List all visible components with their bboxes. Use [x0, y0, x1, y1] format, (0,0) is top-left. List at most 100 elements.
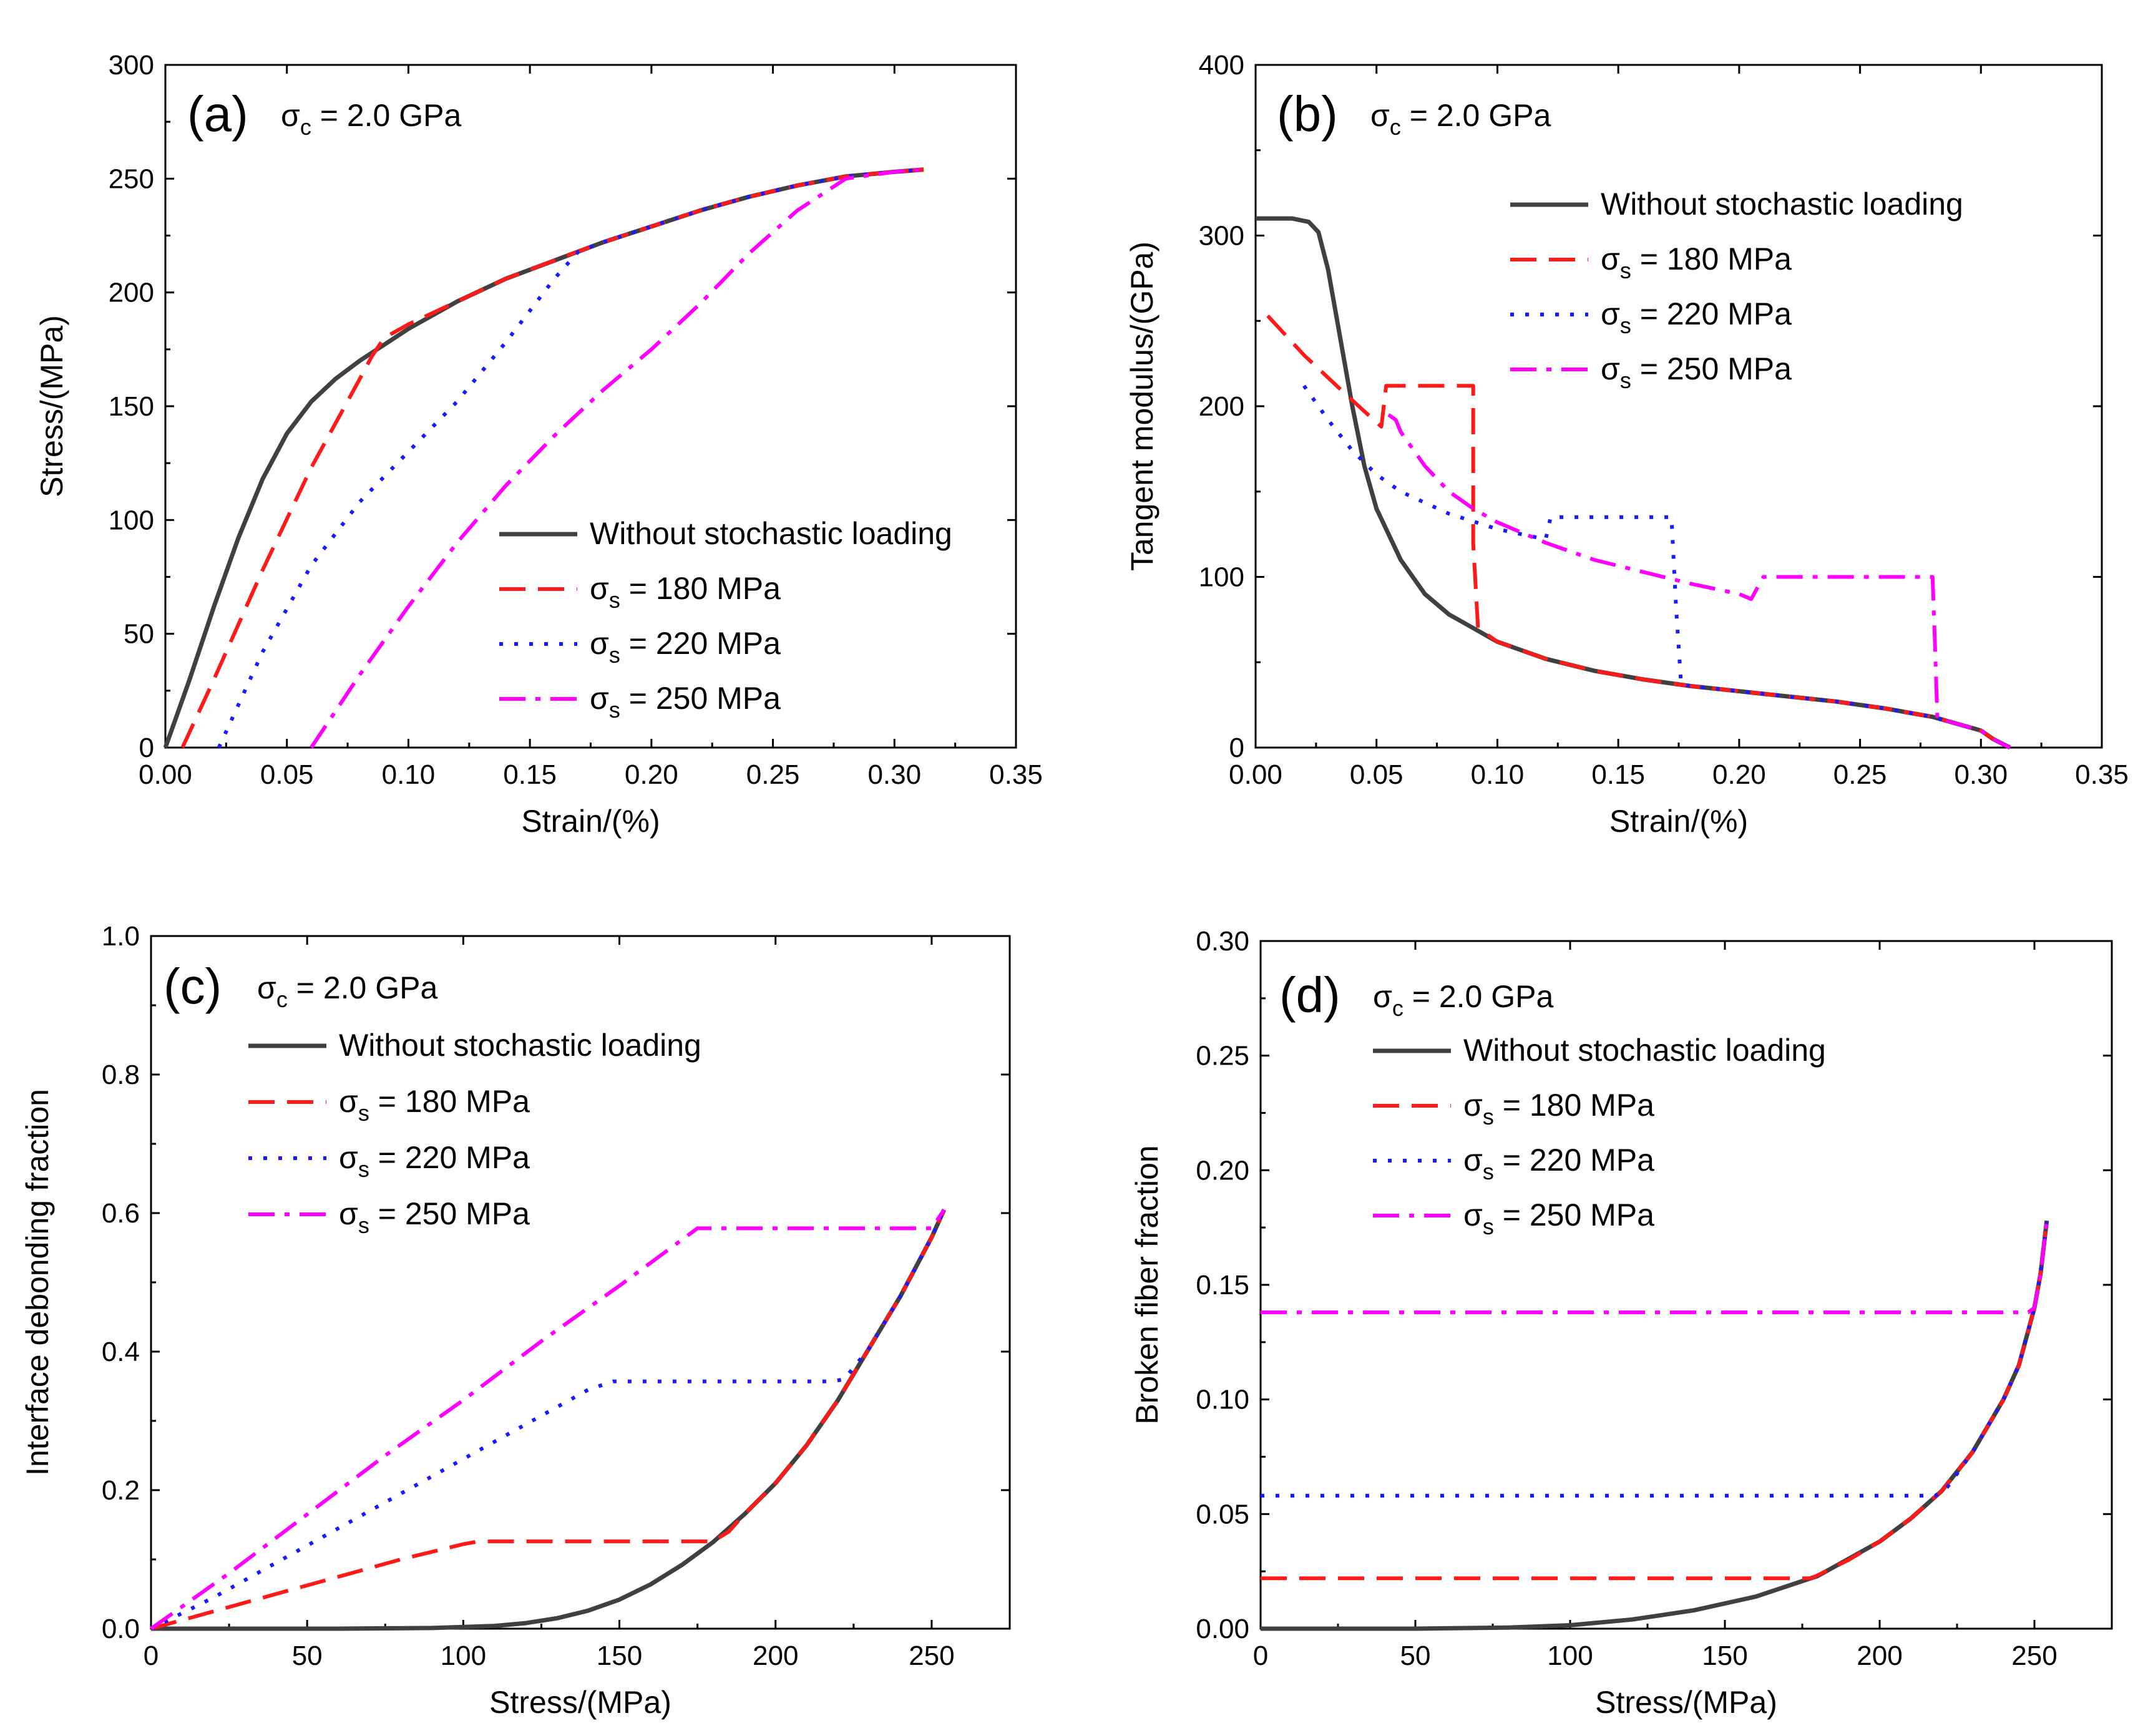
- legend-entry: σs = 250 MPa: [1601, 351, 1792, 393]
- y-tick-label: 0.4: [102, 1337, 140, 1367]
- y-tick-label: 0: [139, 733, 154, 763]
- x-tick-label: 50: [292, 1641, 323, 1671]
- x-axis-label: Strain/(%): [521, 804, 660, 839]
- legend-entry: Without stochastic loading: [590, 516, 952, 551]
- y-tick-label: 200: [109, 278, 154, 308]
- y-tick-label: 0.8: [102, 1060, 140, 1090]
- legend-entry: σs = 220 MPa: [1601, 296, 1792, 338]
- x-tick-label: 0.35: [2075, 759, 2129, 790]
- x-tick-label: 0.00: [1229, 759, 1282, 790]
- y-tick-label: 400: [1199, 50, 1244, 80]
- series-line-3: [1261, 1220, 2049, 1315]
- legend: Without stochastic loading σs = 180 MPa σs…: [248, 1028, 701, 1238]
- legend-entry: σs = 220 MPa: [590, 626, 781, 668]
- y-tick-label: 0: [1229, 733, 1244, 763]
- x-tick-label: 0.25: [1833, 759, 1887, 790]
- x-tick-label: 0: [144, 1641, 159, 1671]
- legend-entry: Without stochastic loading: [1601, 187, 1963, 222]
- panel-c: 0 50 100 150 200 250 0.0 0.2 0.4 0.6 0.8 1.0 Stress/…: [20, 921, 1011, 1720]
- y-tick-label: 300: [109, 50, 154, 80]
- legend-entry: σs = 250 MPa: [1463, 1197, 1654, 1239]
- x-tick-label: 0: [1253, 1641, 1268, 1671]
- series-line-1: [180, 167, 924, 749]
- y-tick-label: 250: [109, 163, 154, 194]
- y-tick-label: 0.6: [102, 1198, 140, 1229]
- series-line-3: [150, 1208, 946, 1631]
- x-tick-label: 0.25: [746, 759, 800, 790]
- series-line-1: [1266, 314, 2011, 749]
- legend-entry: σs = 180 MPa: [339, 1084, 530, 1126]
- y-axis-label: Stress/(MPa): [34, 315, 69, 497]
- y-tick-label: 0.10: [1196, 1385, 1249, 1415]
- y-tick-label: 200: [1199, 391, 1244, 422]
- y-tick-label: 100: [1199, 562, 1244, 593]
- x-tick-label: 100: [1547, 1641, 1593, 1671]
- sigma-c-annotation: σc = 2.0 GPa: [257, 970, 437, 1012]
- legend-entry: σs = 180 MPa: [590, 571, 781, 613]
- legend: Without stochastic loading σs = 180 MPa σs…: [1373, 1033, 1826, 1239]
- x-tick-label: 250: [2011, 1641, 2057, 1671]
- series-line-3: [1387, 413, 2011, 749]
- legend: Without stochastic loading σs = 180 MPa σs…: [1510, 187, 1963, 393]
- x-tick-label: 0.30: [867, 759, 921, 790]
- y-tick-label: 0.2: [102, 1475, 140, 1506]
- legend-entry: Without stochastic loading: [1463, 1033, 1826, 1068]
- series-line-2: [217, 167, 924, 749]
- y-tick-label: 0.15: [1196, 1270, 1249, 1300]
- x-tick-label: 0.35: [989, 759, 1043, 790]
- x-axis-label: Strain/(%): [1609, 804, 1748, 839]
- x-tick-label: 150: [1702, 1641, 1747, 1671]
- y-tick-label: 0.0: [102, 1614, 140, 1644]
- x-tick-label: 200: [1857, 1641, 1902, 1671]
- y-tick-label: 0.20: [1196, 1155, 1249, 1186]
- sigma-c-annotation: σc = 2.0 GPa: [281, 98, 461, 140]
- legend-entry: σs = 180 MPa: [1601, 241, 1792, 283]
- x-tick-label: 0.20: [625, 759, 678, 790]
- panel-d: 0 50 100 150 200 250 0.00 0.05 0.10 0.15 0.20 0.25 0…: [1130, 926, 2113, 1720]
- y-tick-label: 0.30: [1196, 926, 1249, 957]
- y-tick-label: 100: [109, 505, 154, 535]
- series-line-2: [1261, 1220, 2049, 1498]
- x-tick-label: 100: [441, 1641, 486, 1671]
- x-axis-label: Stress/(MPa): [489, 1685, 671, 1720]
- sigma-c-annotation: σc = 2.0 GPa: [1370, 98, 1551, 140]
- y-tick-label: 0.00: [1196, 1614, 1249, 1644]
- y-axis-label: Interface debonding fraction: [20, 1089, 55, 1476]
- legend-entry: σs = 220 MPa: [339, 1140, 530, 1182]
- x-tick-label: 200: [753, 1641, 798, 1671]
- series-line-0: [163, 167, 924, 749]
- panel-tag: (a): [187, 86, 248, 142]
- legend-entry: σs = 220 MPa: [1463, 1143, 1654, 1184]
- y-tick-label: 300: [1199, 221, 1244, 251]
- panel-b: 0.00 0.05 0.10 0.15 0.20 0.25 0.30 0.35 0 100 200 3…: [1125, 50, 2129, 839]
- y-tick-label: 0.05: [1196, 1499, 1249, 1529]
- y-tick-label: 0.25: [1196, 1041, 1249, 1071]
- x-tick-label: 150: [597, 1641, 642, 1671]
- sigma-c-annotation: σc = 2.0 GPa: [1373, 979, 1553, 1021]
- series-line-3: [310, 167, 924, 749]
- y-axis-label: Broken fiber fraction: [1130, 1145, 1164, 1424]
- x-tick-label: 0.10: [382, 759, 436, 790]
- x-tick-label: 0.15: [503, 759, 557, 790]
- series-line-1: [150, 1209, 946, 1631]
- panel-tag: (c): [164, 958, 222, 1014]
- y-tick-label: 1.0: [102, 921, 140, 952]
- x-tick-label: 0.20: [1712, 759, 1766, 790]
- legend-entry: σs = 250 MPa: [590, 681, 781, 723]
- panel-tag: (b): [1277, 86, 1338, 142]
- legend-entry: σs = 180 MPa: [1463, 1088, 1654, 1129]
- series-line-1: [1261, 1220, 2049, 1581]
- y-axis-label: Tangent modulus/(GPa): [1125, 241, 1159, 571]
- series-line-0: [1261, 1220, 2049, 1631]
- x-tick-label: 0.00: [139, 759, 192, 790]
- series-line-2: [1302, 384, 2011, 749]
- legend-entry: σs = 250 MPa: [339, 1196, 530, 1238]
- x-tick-label: 0.05: [1350, 759, 1404, 790]
- legend: Without stochastic loading σs = 180 MPa σs…: [499, 516, 952, 723]
- y-tick-label: 50: [124, 619, 154, 650]
- x-tick-label: 0.30: [1954, 759, 2008, 790]
- x-tick-label: 250: [909, 1641, 954, 1671]
- panel-tag: (d): [1279, 967, 1340, 1023]
- legend-entry: Without stochastic loading: [339, 1028, 701, 1063]
